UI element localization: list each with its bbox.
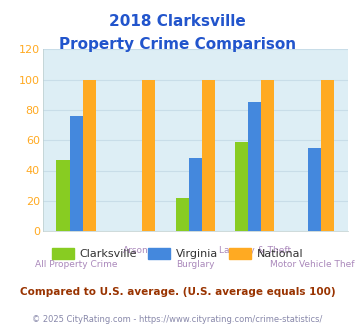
Bar xyxy=(83,80,96,231)
Text: Motor Vehicle Theft: Motor Vehicle Theft xyxy=(271,260,355,269)
Bar xyxy=(56,160,70,231)
Bar xyxy=(308,148,321,231)
Bar xyxy=(202,80,215,231)
Bar xyxy=(176,198,189,231)
Bar xyxy=(321,80,334,231)
Text: © 2025 CityRating.com - https://www.cityrating.com/crime-statistics/: © 2025 CityRating.com - https://www.city… xyxy=(32,315,323,324)
Text: Compared to U.S. average. (U.S. average equals 100): Compared to U.S. average. (U.S. average … xyxy=(20,287,335,297)
Bar xyxy=(235,142,248,231)
Bar xyxy=(261,80,274,231)
Legend: Clarksville, Virginia, National: Clarksville, Virginia, National xyxy=(47,243,308,263)
Text: Arson: Arson xyxy=(123,246,148,254)
Bar xyxy=(70,116,83,231)
Bar xyxy=(189,158,202,231)
Text: Larceny & Theft: Larceny & Theft xyxy=(219,246,291,254)
Text: Burglary: Burglary xyxy=(176,260,214,269)
Bar xyxy=(248,102,261,231)
Text: Property Crime Comparison: Property Crime Comparison xyxy=(59,38,296,52)
Bar xyxy=(142,80,155,231)
Text: 2018 Clarksville: 2018 Clarksville xyxy=(109,15,246,29)
Text: All Property Crime: All Property Crime xyxy=(35,260,118,269)
